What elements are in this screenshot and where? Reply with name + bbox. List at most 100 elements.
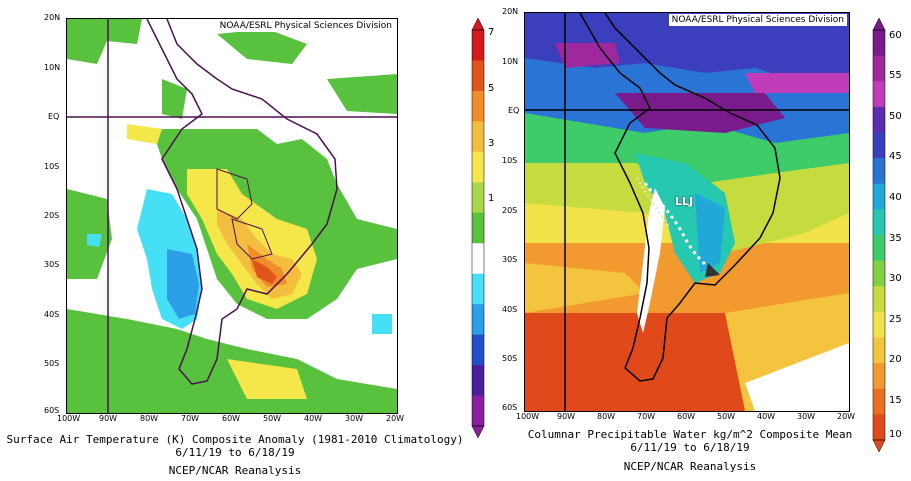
lat-label: 50S (502, 354, 518, 363)
lon-label: 40W (304, 414, 323, 423)
colorbar-segment (472, 395, 484, 427)
colorbar-label: 40 (889, 192, 902, 203)
lon-label: 20W (386, 414, 405, 423)
colorbar-label: 1 (488, 193, 495, 204)
colorbar-segment (873, 30, 885, 57)
colorbar-segment (472, 273, 484, 305)
colorbar-label: 60 (889, 30, 902, 41)
colorbar-segment (873, 106, 885, 133)
colorbar-segment (873, 183, 885, 210)
colorbar-label: 7 (488, 27, 495, 38)
precipitable-water-panel: NOAA/ESRL Physical Sciences Division LLJ… (500, 0, 911, 481)
colorbar-label: 10 (889, 429, 902, 440)
temperature-colorbar (470, 18, 486, 438)
temperature-anomaly-panel: NOAA/ESRL Physical Sciences Division 20N… (6, 13, 495, 477)
map-credit: NOAA/ESRL Physical Sciences Division (216, 20, 395, 32)
colorbar-segment (873, 337, 885, 364)
colorbar-segment (873, 414, 885, 441)
colorbar-segment (873, 81, 885, 108)
colorbar-segment (873, 132, 885, 159)
lat-label: EQ (48, 112, 60, 121)
colorbar-label: 55 (889, 70, 902, 81)
lat-label: 10S (502, 156, 518, 165)
colorbar-segment (873, 363, 885, 390)
data-source: NCEP/NCAR Reanalysis (623, 460, 757, 473)
lat-label: 10S (44, 162, 60, 171)
lat-label: EQ (508, 106, 520, 115)
lon-label: 80W (140, 414, 159, 423)
colorbar-top-arrow (872, 18, 886, 31)
lon-label: 30W (345, 414, 364, 423)
lat-label: 30S (502, 255, 518, 264)
colorbar-segment (472, 90, 484, 122)
colorbar-segment (472, 60, 484, 92)
date-range: 6/11/19 to 6/18/19 (630, 441, 750, 454)
lon-label: 50W (263, 414, 282, 423)
lon-label: 40W (757, 412, 776, 421)
lon-label: 20W (837, 412, 856, 421)
lat-label: 20S (44, 211, 60, 220)
lon-label: 50W (717, 412, 736, 421)
lat-label: 50S (44, 359, 60, 368)
lon-label: 100W (516, 412, 540, 421)
temperature-anomaly-map: NOAA/ESRL Physical Sciences Division (66, 18, 398, 414)
colorbar-segment (472, 182, 484, 214)
lon-label: 60W (222, 414, 241, 423)
colorbar-top-arrow (471, 18, 485, 31)
colorbar-segment (873, 311, 885, 338)
colorbar-label: 25 (889, 314, 902, 325)
map-title: Surface Air Temperature (K) Composite An… (6, 433, 464, 446)
colorbar-bottom-arrow (872, 439, 886, 452)
lat-label: 20N (502, 7, 519, 16)
colorbar-label: 3 (488, 138, 495, 149)
lat-label: 40S (502, 305, 518, 314)
colorbar-label: 15 (889, 395, 902, 406)
colorbar-label: 50 (889, 111, 902, 122)
colorbar-segment (472, 365, 484, 397)
colorbar-segment (472, 334, 484, 366)
lon-label: 30W (797, 412, 816, 421)
colorbar-segment (472, 243, 484, 275)
lat-label: 40S (44, 310, 60, 319)
date-range: 6/11/19 to 6/18/19 (175, 446, 295, 459)
colorbar-segment (873, 55, 885, 82)
lon-label: 100W (57, 414, 81, 423)
lat-label: 60S (502, 403, 518, 412)
lon-label: 90W (557, 412, 576, 421)
colorbar-segment (472, 121, 484, 153)
colorbar-segment (472, 212, 484, 244)
lat-label: 60S (44, 406, 60, 415)
lat-label: 10N (502, 57, 519, 66)
colorbar-segment (472, 30, 484, 61)
lat-label: 20N (44, 13, 61, 22)
colorbar-bottom-arrow (471, 425, 485, 438)
colorbar-segment (873, 158, 885, 185)
lat-label: 30S (44, 260, 60, 269)
colorbar-label: 45 (889, 151, 902, 162)
colorbar-label: 5 (488, 83, 495, 94)
colorbar-segment (472, 151, 484, 183)
colorbar-segment (873, 286, 885, 313)
colorbar-label: 35 (889, 233, 902, 244)
colorbar-segment (873, 235, 885, 262)
colorbar-frame (471, 29, 485, 427)
map-title: Columnar Precipitable Water kg/m^2 Compo… (527, 428, 853, 441)
lon-label: 80W (597, 412, 616, 421)
llj-label: LLJ (675, 195, 694, 208)
colorbar-frame (872, 29, 886, 441)
colorbar-segment (472, 304, 484, 336)
lon-label: 70W (637, 412, 656, 421)
precipitable-water-colorbar (871, 18, 887, 452)
colorbar-segment (873, 209, 885, 236)
map-credit: NOAA/ESRL Physical Sciences Division (668, 14, 847, 26)
precipitable-water-map: NOAA/ESRL Physical Sciences Division LLJ (524, 12, 850, 412)
lon-label: 70W (181, 414, 200, 423)
lon-label: 90W (99, 414, 118, 423)
lat-label: 20S (502, 206, 518, 215)
lat-label: 10N (44, 63, 61, 72)
colorbar-segment (873, 260, 885, 287)
lon-label: 60W (677, 412, 696, 421)
colorbar-label: 30 (889, 273, 902, 284)
data-source: NCEP/NCAR Reanalysis (168, 464, 302, 477)
colorbar-label: 20 (889, 354, 902, 365)
